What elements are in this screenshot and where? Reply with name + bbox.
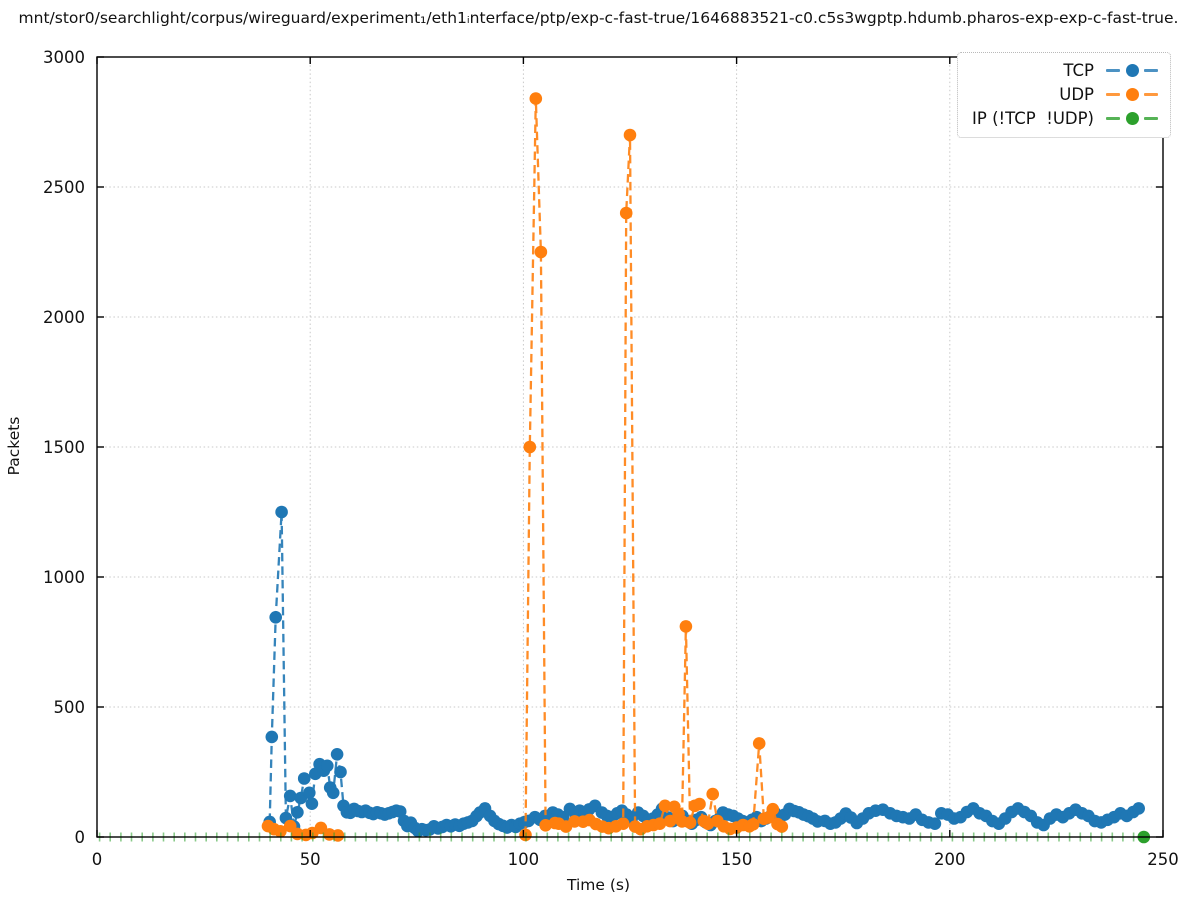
legend-item-ip: IP (!TCP !UDP) [972,106,1158,130]
legend: TCP UDP IP (!TCP !UDP) [957,52,1171,138]
legend-label-ip: IP (!TCP !UDP) [972,108,1094,128]
legend-item-udp: UDP [972,82,1158,106]
legend-item-tcp: TCP [972,58,1158,82]
legend-marker-tcp-icon [1106,63,1158,77]
y-axis-label: Packets [5,416,23,476]
svg-text:2500: 2500 [43,178,85,197]
legend-label-tcp: TCP [1063,60,1094,80]
svg-text:1500: 1500 [43,438,85,457]
svg-text:0: 0 [75,828,86,847]
legend-marker-udp-icon [1106,87,1158,101]
legend-label-udp: UDP [1059,84,1094,104]
svg-text:3000: 3000 [43,48,85,67]
svg-text:50: 50 [300,850,321,869]
svg-text:1000: 1000 [43,568,85,587]
svg-text:0: 0 [92,850,103,869]
svg-text:150: 150 [721,850,753,869]
svg-text:200: 200 [934,850,966,869]
svg-text:500: 500 [54,698,86,717]
svg-text:100: 100 [508,850,540,869]
svg-text:2000: 2000 [43,308,85,327]
x-axis-label: Time (s) [566,876,631,894]
svg-text:250: 250 [1147,850,1179,869]
legend-marker-ip-icon [1106,111,1158,125]
chart-title: mnt/stor0/searchlight/corpus/wireguard/e… [18,9,1179,27]
